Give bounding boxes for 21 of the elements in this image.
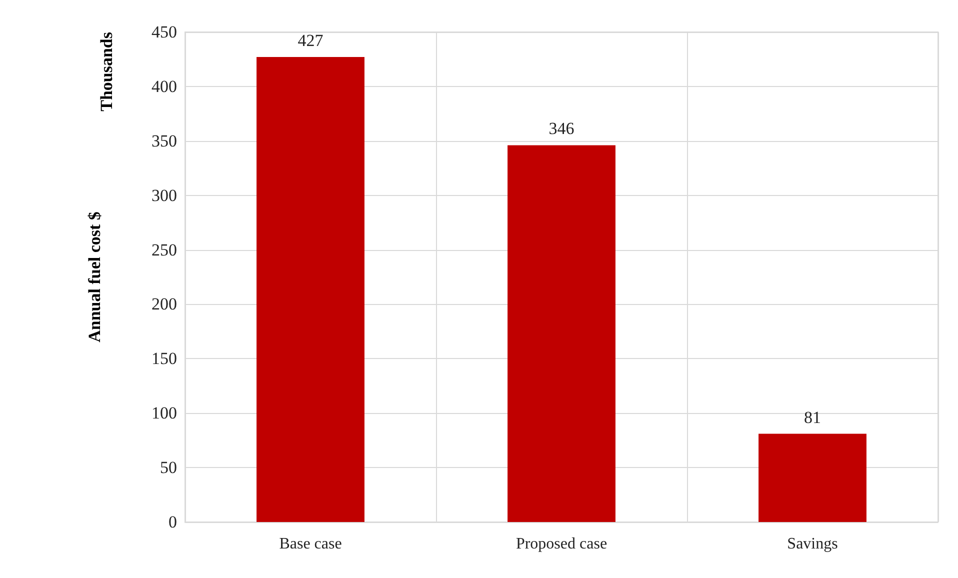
y-tick-label: 200 [152, 294, 177, 314]
x-tick-label: Proposed case [516, 536, 608, 552]
y-tick-label: 250 [152, 240, 177, 260]
x-tick-label: Base case [279, 536, 342, 552]
y-tick-label: 100 [152, 404, 177, 423]
y-tick-label: 450 [152, 22, 177, 42]
text: Thousands [97, 32, 116, 112]
y-tick-label: 300 [152, 186, 177, 205]
y-tick-label: 50 [160, 458, 177, 478]
y-axis-title: Annual fuel cost $ [85, 211, 104, 342]
data-label: 427 [298, 31, 324, 50]
data-label: 346 [548, 119, 574, 138]
y-tick-label: 150 [152, 349, 177, 368]
y-tick-label: 350 [152, 131, 177, 150]
bar [256, 57, 364, 522]
x-tick-label: Savings [787, 536, 838, 552]
data-label: 81 [804, 408, 821, 427]
y-tick-label: 0 [168, 512, 177, 532]
bar [508, 145, 616, 522]
bar [758, 434, 866, 522]
y-tick-label: 400 [152, 76, 177, 96]
